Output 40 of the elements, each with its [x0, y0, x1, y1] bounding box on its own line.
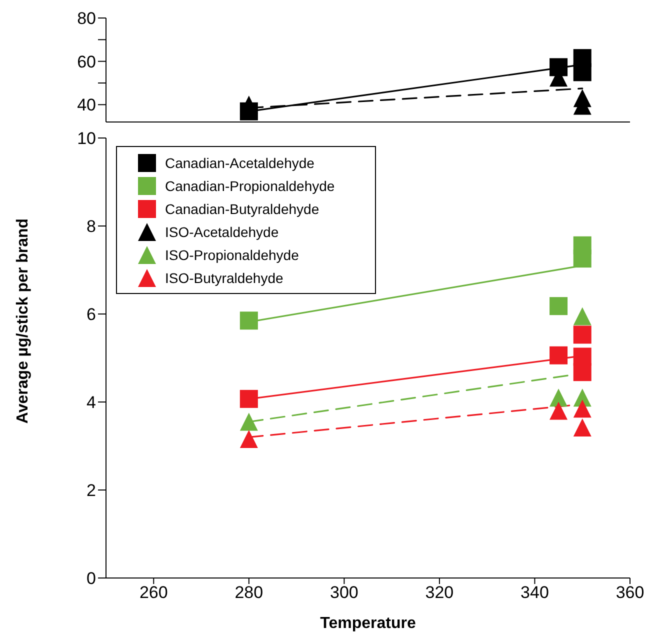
point	[573, 363, 592, 382]
point	[573, 326, 592, 344]
legend-label: ISO-Propionaldehyde	[165, 246, 299, 262]
point	[240, 412, 258, 431]
y-tick-label: 80	[77, 9, 96, 28]
x-tick-label: 260	[139, 583, 168, 602]
x-tick-label: 280	[234, 583, 264, 602]
point	[550, 402, 568, 420]
point	[573, 400, 592, 418]
y-tick-label: 8	[86, 217, 96, 236]
point	[550, 297, 568, 316]
y-tick-label: 10	[77, 129, 96, 148]
y-tick-label: 40	[77, 96, 96, 115]
y-tick-label: 2	[86, 481, 96, 500]
x-tick-label: 360	[616, 583, 644, 602]
x-tick-label: 300	[330, 583, 358, 602]
point	[550, 58, 568, 76]
y-axis-title: Average µg/stick per brand	[15, 218, 33, 424]
point	[240, 96, 258, 114]
point	[240, 390, 258, 408]
legend-label: Canadian-Propionaldehyde	[165, 178, 335, 194]
point	[240, 430, 258, 448]
x-axis-title: Temperature	[320, 615, 416, 632]
legend-label: ISO-Butyraldehyde	[165, 270, 284, 286]
legend-label: ISO-Acetaldehyde	[165, 224, 279, 240]
y-tick-label: 6	[86, 305, 96, 324]
point	[573, 250, 592, 268]
legend-label: Canadian-Butyraldehyde	[165, 200, 320, 216]
point	[240, 312, 258, 330]
point	[573, 307, 592, 326]
y-tick-label: 4	[86, 393, 96, 412]
y-tick-label: 60	[77, 52, 96, 72]
point	[550, 346, 568, 364]
point	[550, 388, 568, 407]
legend-label: Canadian-Acetaldehyde	[165, 154, 314, 170]
y-tick-label: 0	[86, 569, 96, 588]
point	[573, 63, 592, 82]
x-tick-label: 320	[425, 583, 454, 602]
x-tick-label: 340	[520, 583, 549, 602]
point	[573, 418, 592, 437]
